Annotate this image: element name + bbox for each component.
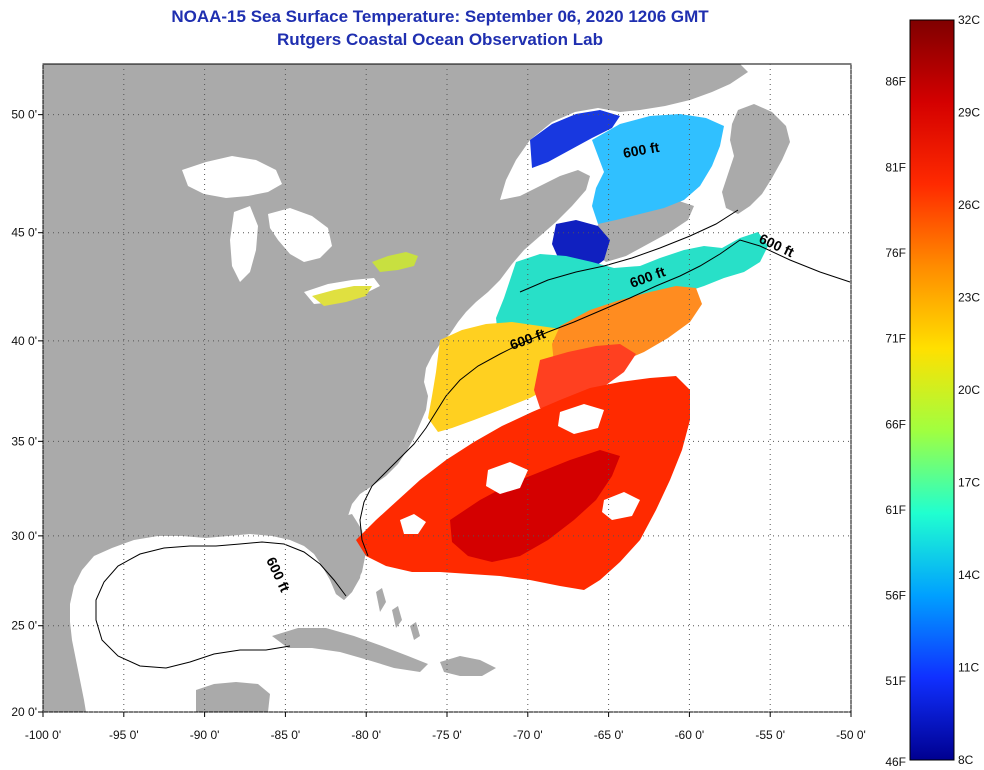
lon-tick-label: -55 0': [755, 728, 785, 742]
contour-600ft-atlantic: [359, 239, 851, 557]
colorbar-celsius-label: 17C: [958, 476, 980, 490]
cloud-patch-3: [602, 492, 640, 520]
sst-gulf-stream-core: [450, 450, 620, 562]
land-newfoundland: [722, 104, 790, 214]
colorbar-fahrenheit-label: 46F: [885, 755, 906, 769]
colorbar-labels: 32C 29C 26C 23C 20C 17C 14C 11C 8C 86F 81F 76F 71F 66…: [885, 13, 980, 769]
land-yucatan: [196, 682, 270, 712]
map-title: NOAA-15 Sea Surface Temperature: Septemb…: [171, 7, 709, 26]
lon-tick-label: -100 0': [25, 728, 61, 742]
lon-tick-label: -60 0': [675, 728, 705, 742]
cloud-patch-1: [486, 462, 528, 494]
colorbar-fahrenheit-label: 61F: [885, 503, 906, 517]
land-bahamas: [376, 588, 420, 640]
lat-tick-label: 45 0': [11, 226, 37, 240]
great-lakes: [182, 156, 380, 304]
lat-tick-label: 25 0': [11, 619, 37, 633]
colorbar-fahrenheit-label: 81F: [885, 160, 906, 174]
colorbar-fahrenheit-label: 71F: [885, 332, 906, 346]
cloud-patch-4: [400, 514, 426, 534]
colorbar-fahrenheit-label: 66F: [885, 417, 906, 431]
colorbar-celsius-label: 32C: [958, 13, 980, 27]
lon-tick-label: -70 0': [513, 728, 543, 742]
lat-tick-label: 35 0': [11, 434, 37, 448]
colorbar-celsius-label: 11C: [958, 661, 979, 675]
colorbar-fahrenheit-label: 76F: [885, 246, 906, 260]
colorbar: [909, 19, 955, 761]
land-hispaniola: [440, 656, 496, 676]
lon-tick-label: -65 0': [594, 728, 624, 742]
lon-tick-label: -50 0': [836, 728, 866, 742]
colorbar-fahrenheit-label: 56F: [885, 589, 906, 603]
contour-label-labrador: 600 ft: [622, 139, 661, 161]
colorbar-celsius-label: 29C: [958, 106, 980, 120]
map-subtitle: Rutgers Coastal Ocean Observation Lab: [277, 30, 603, 49]
colorbar-celsius-label: 20C: [958, 383, 980, 397]
sst-lake-erie: [312, 286, 372, 306]
lat-tick-label: 40 0': [11, 334, 37, 348]
sst-nova-scotia-shelf: [592, 114, 724, 224]
sst-gulf-of-st-lawrence: [530, 110, 620, 168]
colorbar-celsius-label: 8C: [958, 753, 974, 767]
lon-tick-label: -90 0': [190, 728, 220, 742]
latitude-axis: 20 0' 25 0' 30 0' 35 0' 40 0' 45 0' 50 0': [11, 108, 43, 719]
lon-tick-label: -80 0': [351, 728, 381, 742]
colorbar-celsius-label: 14C: [958, 568, 980, 582]
lon-tick-label: -95 0': [109, 728, 139, 742]
cloud-patch-2: [558, 404, 604, 434]
lat-tick-label: 20 0': [11, 705, 37, 719]
graticule: [42, 64, 852, 713]
land-north-america: [43, 64, 748, 712]
contour-600ft-shelf-inner: [519, 209, 739, 293]
sst-gulf-of-maine: [496, 232, 768, 340]
lon-tick-label: -85 0': [271, 728, 301, 742]
colorbar-celsius-label: 26C: [958, 198, 980, 212]
contour-600ft-gulf: [95, 541, 347, 669]
lat-tick-label: 30 0': [11, 529, 37, 543]
colorbar-celsius-label: 23C: [958, 291, 980, 305]
colorbar-fahrenheit-label: 86F: [885, 75, 906, 89]
lat-tick-label: 50 0': [11, 108, 37, 122]
sst-gulf-stream-north: [534, 344, 636, 412]
sst-lake-ontario: [372, 252, 418, 272]
longitude-axis: -100 0' -95 0' -90 0' -85 0' -80 0' -75 0' -70…: [25, 712, 866, 742]
colorbar-fahrenheit-label: 51F: [885, 674, 906, 688]
lon-tick-label: -75 0': [432, 728, 462, 742]
land-cuba: [272, 628, 428, 672]
